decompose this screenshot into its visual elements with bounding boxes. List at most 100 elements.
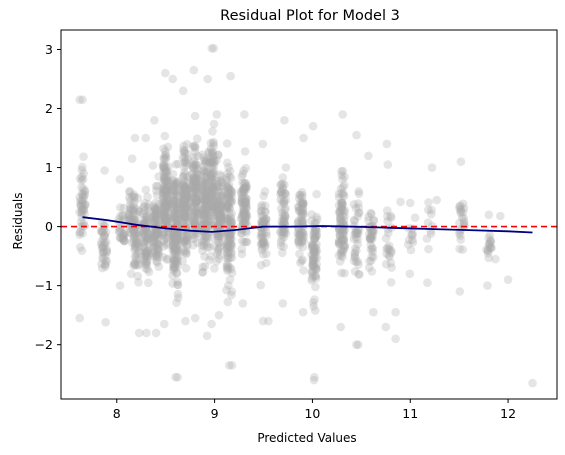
- scatter-point-427: [162, 191, 171, 200]
- scatter-point-540: [163, 190, 173, 199]
- scatter-point-1046: [200, 211, 209, 221]
- scatter-point-1844: [337, 200, 347, 210]
- scatter-point-1938: [354, 203, 364, 212]
- scatter-point-1500: [240, 237, 249, 247]
- scatter-point-251: [141, 248, 150, 257]
- scatter-point-628: [171, 255, 181, 264]
- scatter-point-196: [129, 215, 139, 225]
- scatter-point-1897: [334, 193, 344, 202]
- scatter-point-284: [143, 256, 152, 266]
- scatter-point-1623: [281, 195, 291, 205]
- scatter-point-1681: [296, 198, 305, 207]
- scatter-point-1534: [239, 200, 249, 209]
- scatter-point-1351: [224, 193, 234, 202]
- scatter-point-1356: [222, 139, 232, 148]
- scatter-point-565: [169, 246, 178, 256]
- scatter-point-562: [173, 208, 182, 218]
- scatter-point-445: [164, 162, 173, 171]
- scatter-point-1733: [293, 219, 303, 228]
- scatter-point-937: [191, 197, 201, 206]
- scatter-point-1159: [208, 160, 217, 169]
- scatter-point-264: [142, 226, 152, 236]
- scatter-point-1653: [279, 216, 288, 225]
- scatter-point-344: [150, 211, 159, 220]
- scatter-point-1935: [354, 260, 363, 269]
- scatter-point-220: [141, 133, 150, 143]
- scatter-point-897: [189, 197, 198, 206]
- scatter-point-1805: [311, 282, 320, 292]
- scatter-point-1096: [201, 194, 211, 203]
- scatter-point-1886: [340, 243, 349, 253]
- scatter-point-1371: [226, 229, 235, 239]
- scatter-point-339: [151, 226, 160, 235]
- scatter-point-190: [134, 254, 144, 264]
- scatter-point-1825: [335, 207, 345, 216]
- scatter-point-1702: [297, 238, 306, 247]
- scatter-point-1846: [336, 249, 346, 258]
- scatter-point-1727: [295, 206, 304, 215]
- scatter-point-772: [183, 205, 192, 215]
- y-tick-label: 0: [45, 219, 53, 234]
- scatter-point-1814: [312, 189, 321, 199]
- scatter-point-108: [116, 233, 125, 243]
- scatter-point-1661: [280, 210, 289, 220]
- scatter-point-218: [133, 229, 143, 238]
- scatter-point-822: [182, 249, 191, 259]
- scatter-point-5: [79, 152, 88, 161]
- scatter-point-1468: [238, 169, 248, 179]
- scatter-point-569: [174, 234, 183, 243]
- scatter-point-460: [159, 210, 169, 220]
- scatter-point-711: [171, 244, 180, 253]
- scatter-point-872: [192, 164, 201, 173]
- scatter-point-1710: [295, 240, 304, 250]
- scatter-point-1291: [214, 222, 223, 231]
- scatter-point-1097: [200, 159, 210, 168]
- scatter-point-85: [98, 227, 108, 236]
- scatter-point-577: [173, 256, 182, 266]
- scatter-point-1934: [351, 227, 360, 237]
- scatter-point-915: [191, 182, 201, 192]
- scatter-point-728: [178, 197, 188, 207]
- scatter-point-703: [169, 209, 179, 218]
- scatter-point-482: [161, 162, 171, 172]
- scatter-point-1838: [340, 172, 349, 182]
- scatter-point-19: [78, 191, 88, 201]
- scatter-point-179: [131, 240, 141, 249]
- scatter-point-279: [142, 257, 151, 267]
- scatter-point-1215: [205, 221, 214, 230]
- scatter-point-1507: [237, 198, 247, 207]
- scatter-point-1482: [242, 181, 251, 191]
- scatter-point-1684: [296, 227, 306, 237]
- scatter-point-20: [76, 217, 86, 227]
- scatter-point-1673: [295, 190, 305, 200]
- scatter-point-1151: [205, 159, 214, 168]
- scatter-point-1954: [368, 244, 378, 254]
- scatter-point-65: [100, 230, 109, 240]
- scatter-point-436: [162, 255, 172, 264]
- scatter-point-408: [161, 200, 171, 209]
- scatter-point-25: [75, 243, 85, 252]
- scatter-point-489: [160, 163, 169, 172]
- scatter-point-1073: [198, 194, 208, 204]
- scatter-point-235: [142, 229, 152, 239]
- scatter-point-368: [153, 210, 162, 220]
- scatter-point-1012: [198, 184, 207, 194]
- scatter-point-56: [98, 252, 107, 262]
- scatter-point-879: [188, 174, 198, 183]
- scatter-point-345: [152, 190, 162, 200]
- scatter-point-1106: [201, 175, 211, 184]
- scatter-point-860: [182, 214, 192, 223]
- scatter-point-1472: [238, 201, 248, 211]
- scatter-point-2072: [484, 253, 494, 263]
- scatter-point-163: [134, 227, 143, 237]
- scatter-point-343: [152, 228, 162, 238]
- scatter-point-1601: [260, 241, 269, 251]
- scatter-point-1160: [208, 204, 218, 214]
- scatter-point-967: [190, 156, 199, 166]
- scatter-point-1913: [351, 229, 361, 238]
- scatter-point-726: [178, 189, 188, 199]
- scatter-point-1721: [297, 218, 307, 227]
- scatter-point-221: [142, 328, 151, 338]
- scatter-point-818: [181, 232, 191, 241]
- scatter-point-1728: [294, 238, 304, 247]
